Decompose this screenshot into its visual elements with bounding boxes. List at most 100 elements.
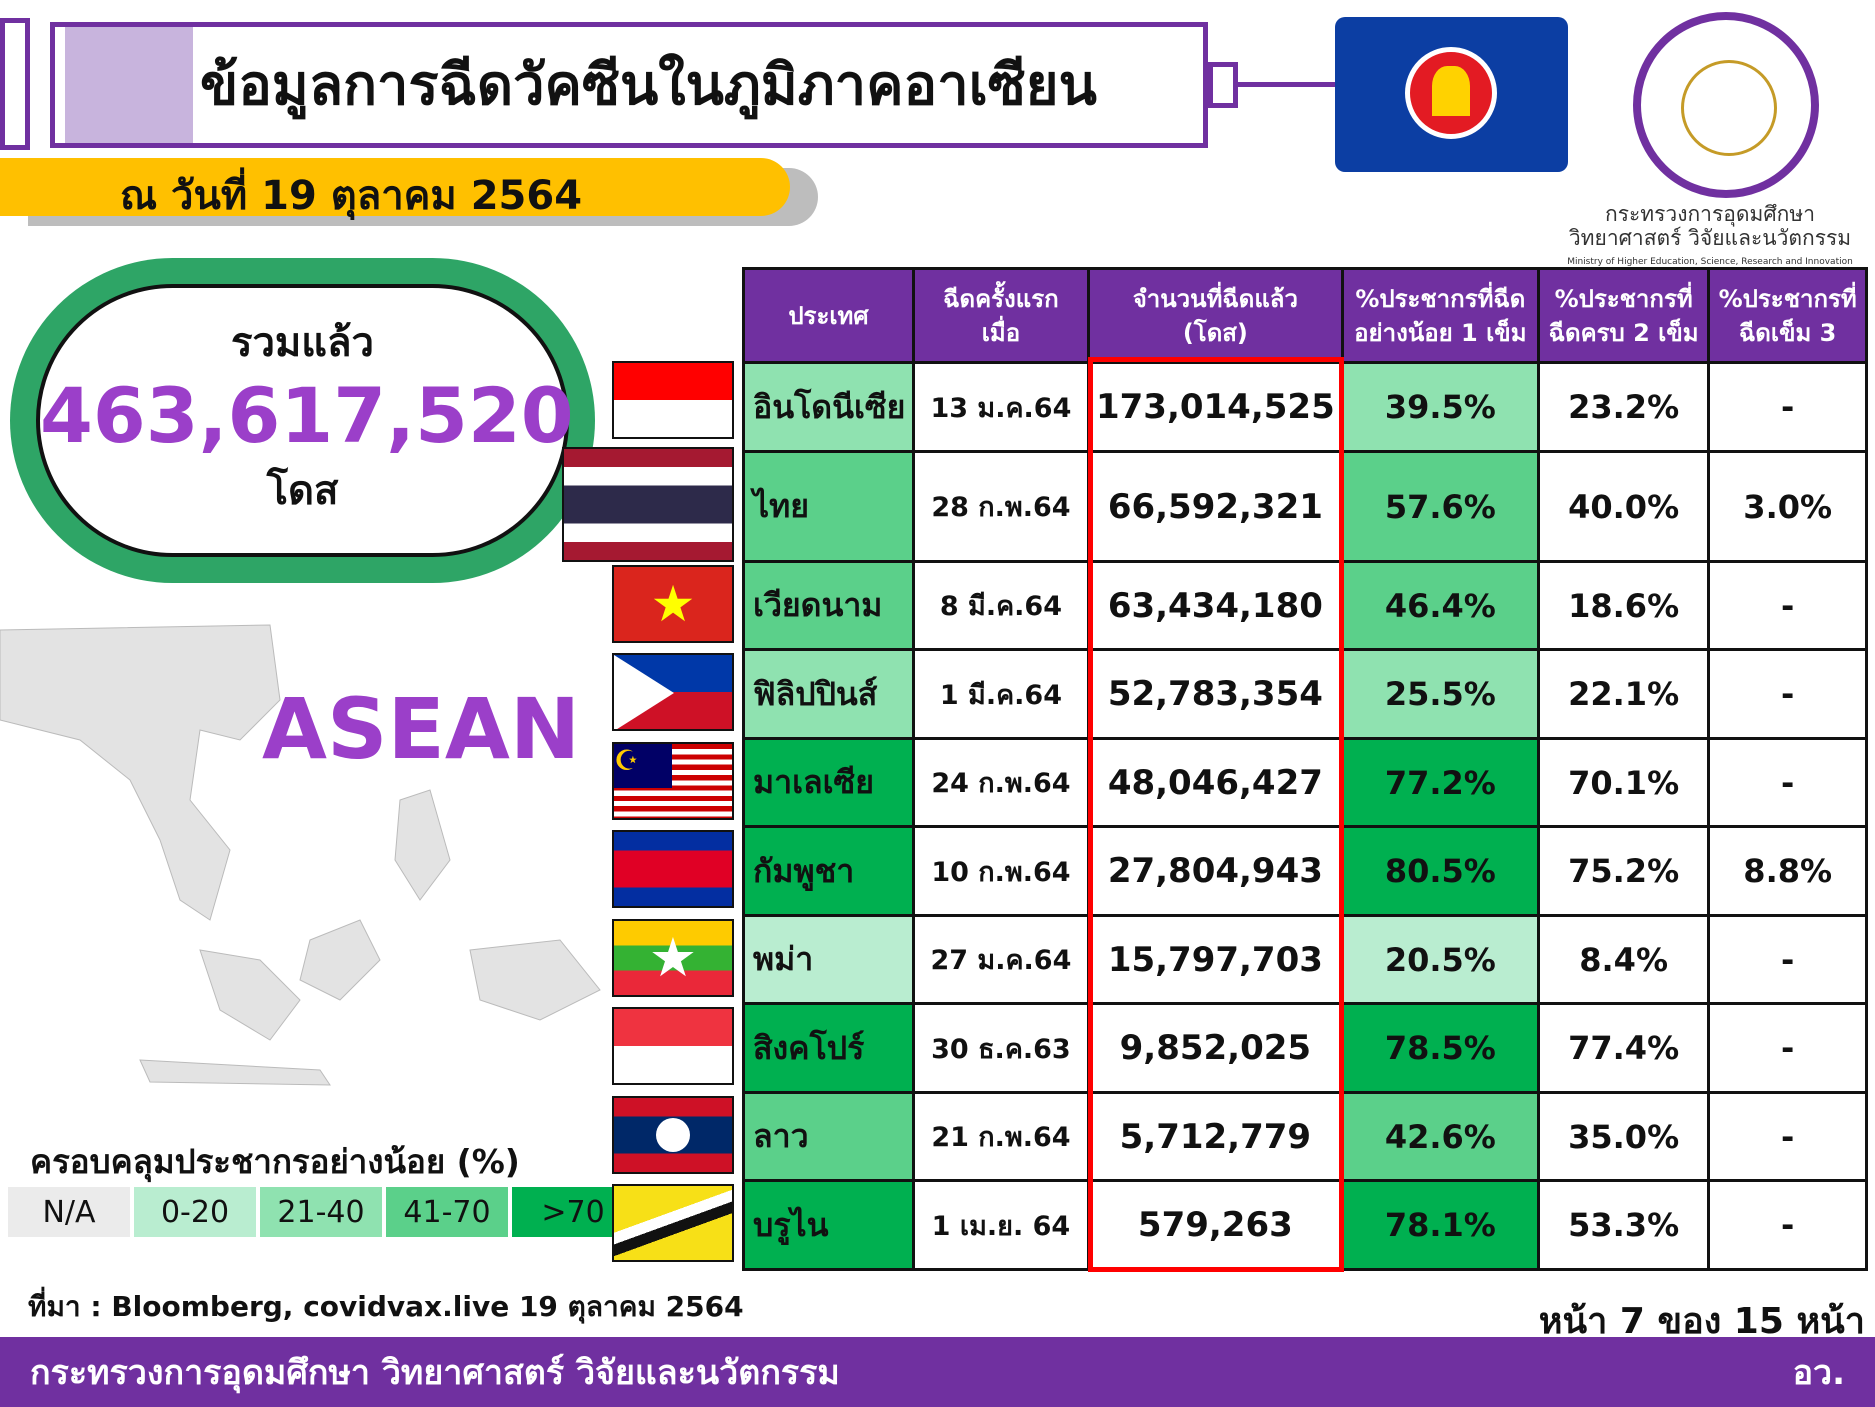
cell-doses: 5,712,779: [1086, 1091, 1344, 1182]
singapore-flag-icon: [612, 1007, 734, 1085]
cell-date: 27 ม.ค.64: [911, 914, 1090, 1005]
legend-item: 0-20: [134, 1187, 256, 1237]
cell-two: 35.0%: [1536, 1091, 1711, 1182]
cell-doses: 63,434,180: [1086, 560, 1344, 651]
cell-country: มาเลเซีย: [742, 737, 915, 828]
cell-three: -: [1707, 1002, 1868, 1094]
cell-two: 8.4%: [1536, 914, 1711, 1005]
syringe-tip: [1208, 62, 1238, 108]
date-banner: [0, 158, 790, 216]
philippines-flag-icon: [612, 653, 734, 731]
cell-two: 70.1%: [1536, 737, 1711, 828]
cell-doses: 579,263: [1086, 1179, 1344, 1271]
cell-three: -: [1707, 1091, 1868, 1182]
cell-three: 3.0%: [1707, 450, 1868, 563]
cell-one: 20.5%: [1340, 914, 1540, 1005]
table-row: ฟิลิปปินส์ 1 มี.ค.64 52,783,354 25.5% 22.1% -: [742, 648, 1868, 740]
page-indicator: หน้า 7 ของ 15 หน้า: [1538, 1301, 1865, 1342]
cell-two: 40.0%: [1536, 450, 1711, 563]
legend-item: 21-40: [260, 1187, 382, 1237]
cell-country: กัมพูชา: [742, 825, 915, 917]
legend-item: 41-70: [386, 1187, 508, 1237]
myanmar-flag-icon: ★: [612, 919, 734, 997]
cell-country: ลาว: [742, 1091, 915, 1182]
cell-date: 30 ธ.ค.63: [911, 1002, 1090, 1094]
footer-abbr: อว.: [1792, 1353, 1845, 1393]
footer-ministry: กระทรวงการอุดมศึกษา วิทยาศาสตร์ วิจัยและ…: [30, 1353, 840, 1393]
laos-flag-icon: [612, 1096, 734, 1174]
syringe-end: [0, 18, 30, 150]
vaccination-table: ประเทศ ฉีดครั้งแรก เมื่อ จำนวนที่ฉีดแล้ว (…: [742, 267, 1868, 1271]
cell-date: 24 ก.พ.64: [911, 737, 1090, 828]
ministry-name-th-2: วิทยาศาสตร์ วิจัยและนวัตกรรม: [1568, 226, 1852, 250]
column-header: %ประชากรที่ ฉีดเข็ม 3: [1707, 267, 1868, 364]
column-header: ฉีดครั้งแรก เมื่อ: [911, 267, 1090, 364]
cell-doses: 9,852,025: [1086, 1002, 1344, 1094]
cell-one: 77.2%: [1340, 737, 1540, 828]
cell-two: 22.1%: [1536, 648, 1711, 740]
cell-doses: 27,804,943: [1086, 825, 1344, 917]
ministry-name-th-1: กระทรวงการอุดมศึกษา: [1605, 202, 1815, 226]
cell-country: พม่า: [742, 914, 915, 1005]
cell-two: 23.2%: [1536, 361, 1711, 453]
table-row: ลาว 21 ก.พ.64 5,712,779 42.6% 35.0% -: [742, 1091, 1868, 1182]
table-row: มาเลเซีย 24 ก.พ.64 48,046,427 77.2% 70.1% -: [742, 737, 1868, 828]
cell-three: 8.8%: [1707, 825, 1868, 917]
cell-three: -: [1707, 560, 1868, 651]
source-note: ที่มา : Bloomberg, covidvax.live 19 ตุลา…: [28, 1290, 744, 1323]
cell-one: 80.5%: [1340, 825, 1540, 917]
cell-three: -: [1707, 361, 1868, 453]
cambodia-flag-icon: [612, 830, 734, 908]
cell-one: 25.5%: [1340, 648, 1540, 740]
table-row: เวียดนาม 8 มี.ค.64 63,434,180 46.4% 18.6% -: [742, 560, 1868, 651]
ministry-name: กระทรวงการอุดมศึกษา วิทยาศาสตร์ วิจัยและ…: [1560, 202, 1860, 274]
title-banner: [50, 22, 1208, 148]
brunei-flag-icon: [612, 1184, 734, 1262]
table-row: พม่า 27 ม.ค.64 15,797,703 20.5% 8.4% -: [742, 914, 1868, 1005]
cell-date: 1 มี.ค.64: [911, 648, 1090, 740]
cell-three: -: [1707, 914, 1868, 1005]
cell-three: -: [1707, 737, 1868, 828]
table-row: สิงคโปร์ 30 ธ.ค.63 9,852,025 78.5% 77.4% -: [742, 1002, 1868, 1094]
cell-one: 78.5%: [1340, 1002, 1540, 1094]
cell-one: 42.6%: [1340, 1091, 1540, 1182]
cell-country: อินโดนีเซีย: [742, 361, 915, 453]
cell-date: 1 เม.ย. 64: [911, 1179, 1090, 1271]
malaysia-flag-icon: ☪: [612, 742, 734, 820]
table-row: กัมพูชา 10 ก.พ.64 27,804,943 80.5% 75.2% 8.8%: [742, 825, 1868, 917]
cell-doses: 52,783,354: [1086, 648, 1344, 740]
thailand-flag-icon: [562, 447, 734, 562]
vietnam-flag-icon: ★: [612, 565, 734, 643]
cell-country: สิงคโปร์: [742, 1002, 915, 1094]
indonesia-flag-icon: [612, 361, 734, 439]
cell-country: เวียดนาม: [742, 560, 915, 651]
legend-title: ครอบคลุมประชากรอย่างน้อย (%): [30, 1142, 520, 1181]
cell-one: 78.1%: [1340, 1179, 1540, 1271]
cell-one: 46.4%: [1340, 560, 1540, 651]
ministry-seal-logo: [1633, 12, 1819, 198]
cell-three: -: [1707, 648, 1868, 740]
cell-doses: 173,014,525: [1086, 361, 1344, 453]
cell-two: 18.6%: [1536, 560, 1711, 651]
asean-map-label: ASEAN: [262, 680, 581, 778]
asean-logo: [1335, 17, 1568, 172]
cell-doses: 48,046,427: [1086, 737, 1344, 828]
column-header: ประเทศ: [742, 267, 915, 364]
column-header: %ประชากรที่ฉีด อย่างน้อย 1 เข็ม: [1340, 267, 1540, 364]
table-row: ไทย 28 ก.พ.64 66,592,321 57.6% 40.0% 3.0%: [742, 450, 1868, 563]
cell-doses: 15,797,703: [1086, 914, 1344, 1005]
cell-one: 39.5%: [1340, 361, 1540, 453]
total-label: รวมแล้ว: [230, 320, 375, 366]
legend: N/A 0-20 21-40 41-70 >70: [8, 1187, 634, 1237]
cell-doses: 66,592,321: [1086, 450, 1344, 563]
cell-date: 10 ก.พ.64: [911, 825, 1090, 917]
cell-one: 57.6%: [1340, 450, 1540, 563]
total-doses-card: รวมแล้ว 463,617,520 โดส: [10, 258, 595, 583]
cell-country: ไทย: [742, 450, 915, 563]
cell-country: ฟิลิปปินส์: [742, 648, 915, 740]
cell-two: 53.3%: [1536, 1179, 1711, 1271]
page-title: ข้อมูลการฉีดวัคซีนในภูมิภาคอาเซียน: [200, 53, 1097, 118]
ministry-name-en: Ministry of Higher Education, Science, R…: [1567, 257, 1853, 267]
legend-item: N/A: [8, 1187, 130, 1237]
table-row: บรูไน 1 เม.ย. 64 579,263 78.1% 53.3% -: [742, 1179, 1868, 1271]
